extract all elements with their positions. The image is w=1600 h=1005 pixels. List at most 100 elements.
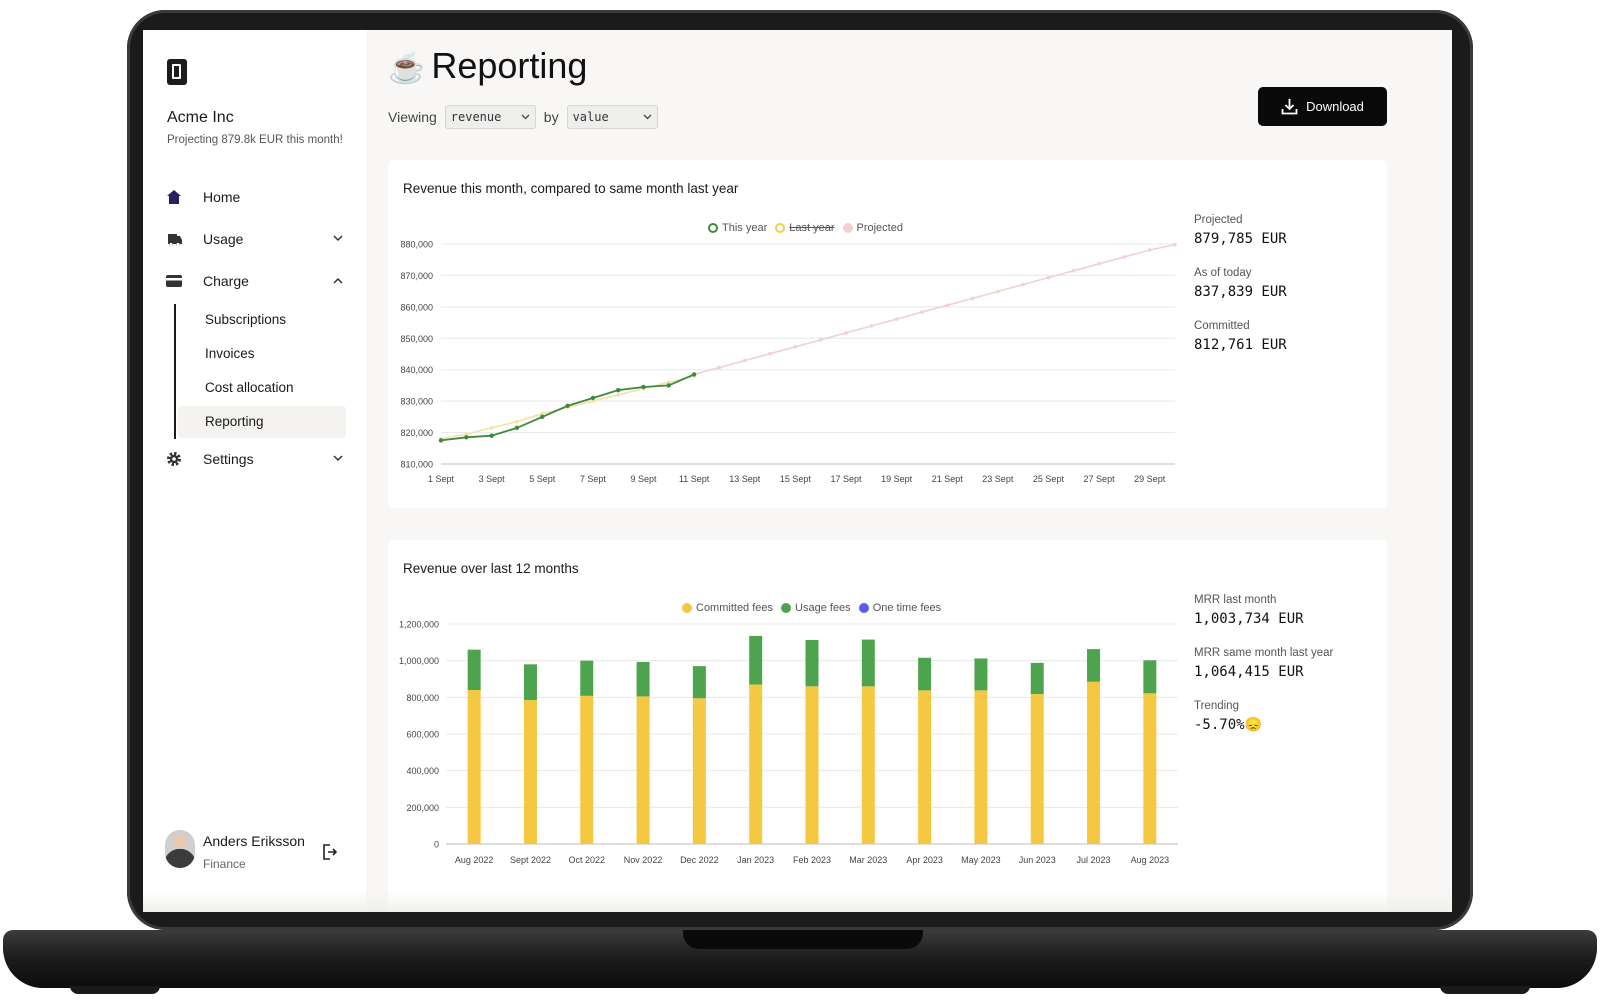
data-point <box>818 338 823 342</box>
gear-icon <box>165 451 183 467</box>
data-point <box>691 372 697 377</box>
stat-value-mrr-same-month: 1,064,415 EUR <box>1194 664 1304 680</box>
x-tick-label: 15 Sept <box>780 474 812 484</box>
data-point <box>590 395 596 401</box>
data-point <box>666 383 671 388</box>
y-tick-label: 870,000 <box>400 271 433 281</box>
data-point <box>464 435 469 440</box>
chevron-down-icon[interactable] <box>333 454 343 465</box>
scroll-fade <box>143 892 1452 912</box>
data-point <box>1173 242 1177 247</box>
sidebar-item-charge[interactable]: Charge <box>165 269 345 293</box>
sidebar-item-reporting[interactable]: Reporting <box>205 414 264 429</box>
bar-committed-fees <box>692 698 706 844</box>
metric-select[interactable]: revenue <box>444 105 536 129</box>
by-select[interactable]: value <box>566 105 658 129</box>
data-point <box>1147 248 1152 252</box>
stat-label-trending: Trending <box>1194 700 1239 712</box>
stat-value-trending: -5.70%😞 <box>1194 717 1333 733</box>
stat-label-mrr-same-month: MRR same month last year <box>1194 647 1334 659</box>
sidebar-item-usage[interactable]: Usage <box>165 227 345 251</box>
bar-usage-fees <box>1030 662 1044 695</box>
x-tick-label: 13 Sept <box>729 474 761 484</box>
data-point <box>489 433 494 438</box>
bar-committed-fees <box>1143 693 1157 844</box>
bar-usage-fees <box>580 660 594 696</box>
chevron-down-icon <box>521 114 530 120</box>
x-tick-label: Jun 2023 <box>1019 855 1056 865</box>
legend-committed-fees[interactable]: Committed fees <box>696 602 774 614</box>
x-tick-label: 27 Sept <box>1084 474 1116 484</box>
data-point <box>970 296 975 301</box>
data-point <box>869 324 874 328</box>
logout-icon[interactable] <box>321 843 338 866</box>
legend-this-year[interactable]: This year <box>722 222 768 234</box>
legend-one-time-fees[interactable]: One time fees <box>872 602 942 614</box>
data-point <box>464 432 469 436</box>
mrr-stats: MRR last month 1,003,734 EUR MRR same mo… <box>1194 594 1333 753</box>
bar-usage-fees <box>805 639 819 687</box>
data-point <box>717 365 722 370</box>
bar-committed-fees <box>918 690 932 844</box>
x-tick-label: 17 Sept <box>830 474 862 484</box>
legend-projected[interactable]: Projected <box>856 222 903 234</box>
x-tick-label: 5 Sept <box>529 474 556 484</box>
bar-committed-fees <box>467 690 481 844</box>
bar-committed-fees <box>1087 681 1101 844</box>
revenue-12-months-chart: 1,200,000 1,000,000 800,000 600,000 400,000 2… <box>399 620 1178 865</box>
chart-legend: Committed fees Usage fees One time fees <box>682 602 945 614</box>
data-point <box>540 411 545 416</box>
by-select-value: value <box>572 110 609 124</box>
data-point <box>844 331 848 335</box>
logo-icon[interactable] <box>167 59 187 85</box>
x-tick-label: Jul 2023 <box>1077 855 1111 865</box>
data-point <box>438 438 444 443</box>
revenue-month-card: Revenue this month, compared to same mon… <box>388 160 1387 508</box>
user-role: Finance <box>203 857 246 871</box>
sidebar-item-subscriptions[interactable]: Subscriptions <box>205 312 287 327</box>
chevron-down-icon[interactable] <box>333 234 343 245</box>
data-point <box>1097 262 1101 266</box>
month-stats: Projected 879,785 EUR As of today 837,83… <box>1194 214 1287 373</box>
sidebar-item-invoices[interactable]: Invoices <box>205 346 255 361</box>
download-button[interactable]: Download <box>1258 87 1387 126</box>
bar-usage-fees <box>918 657 932 691</box>
y-tick-label: 800,000 <box>406 693 439 703</box>
x-tick-label: Dec 2022 <box>680 855 719 865</box>
download-label: Download <box>1306 99 1364 114</box>
data-point <box>565 403 570 409</box>
legend-marker-one-time <box>858 603 869 613</box>
y-tick-label: 0 <box>434 840 439 850</box>
data-point <box>894 317 899 321</box>
bar-committed-fees <box>636 696 650 844</box>
x-tick-label: 3 Sept <box>479 474 506 484</box>
chevron-up-icon[interactable] <box>333 276 343 287</box>
x-tick-label: 23 Sept <box>982 474 1014 484</box>
x-tick-label: Feb 2023 <box>793 855 831 865</box>
card-title: Revenue this month, compared to same mon… <box>403 181 739 196</box>
bar-committed-fees <box>749 684 763 844</box>
bar-usage-fees <box>467 649 481 690</box>
stat-value-projected: 879,785 EUR <box>1194 231 1287 247</box>
sidebar-item-settings[interactable]: Settings <box>165 447 345 471</box>
stat-value-committed: 812,761 EUR <box>1194 337 1287 353</box>
data-point <box>641 384 646 390</box>
bar-usage-fees <box>1087 649 1101 682</box>
stat-value-as-of-today: 837,839 EUR <box>1194 284 1287 300</box>
x-tick-label: 9 Sept <box>630 474 657 484</box>
truck-icon <box>165 232 183 247</box>
stat-value-mrr-last-month: 1,003,734 EUR <box>1194 611 1304 627</box>
bar-committed-fees <box>861 686 875 844</box>
data-point <box>540 414 545 420</box>
legend-last-year[interactable]: Last year <box>789 222 835 234</box>
x-tick-label: Oct 2022 <box>569 855 606 865</box>
revenue-month-chart: 880,000 870,000 860,000 850,000 840,000 830,0… <box>400 240 1177 484</box>
sidebar-item-home[interactable]: Home <box>165 185 345 209</box>
x-tick-label: 29 Sept <box>1134 474 1166 484</box>
legend-usage-fees[interactable]: Usage fees <box>795 602 851 614</box>
org-subtitle: Projecting 879.8k EUR this month! <box>167 134 343 146</box>
sidebar-item-cost-allocation[interactable]: Cost allocation <box>205 380 294 395</box>
data-point <box>1021 282 1025 287</box>
data-point <box>920 310 924 314</box>
x-tick-label: 25 Sept <box>1033 474 1065 484</box>
